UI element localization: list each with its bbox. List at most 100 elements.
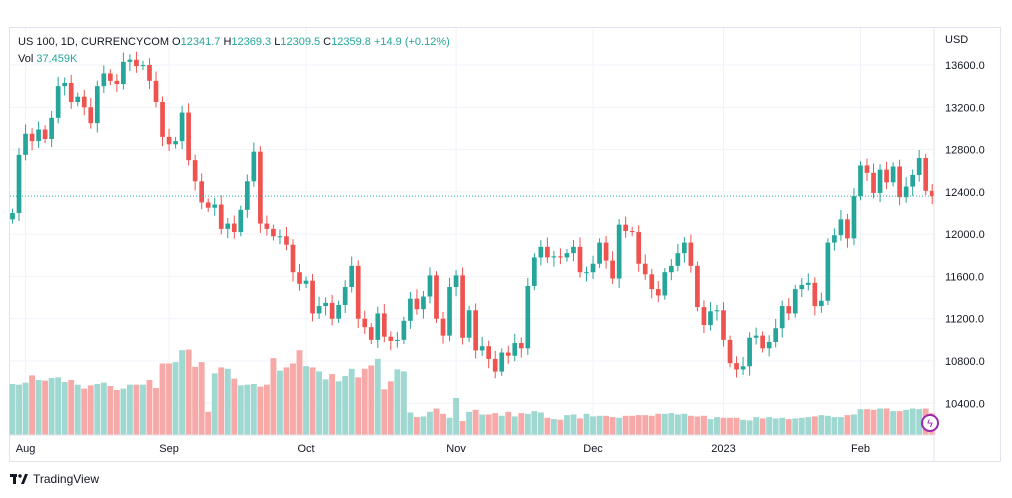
candle-body	[779, 306, 785, 329]
x-tick-label: Nov	[446, 443, 466, 455]
candle-body	[668, 265, 674, 273]
symbol-title[interactable]: US 100, 1D, CURRENCYCOM	[18, 36, 169, 48]
volume-bar	[779, 417, 786, 435]
volume-bar	[133, 384, 140, 435]
candle-body	[375, 313, 381, 340]
candle-body	[81, 96, 87, 108]
low-value: 12309.5	[280, 36, 321, 48]
brand-name: TradingView	[33, 472, 100, 486]
volume-bar	[707, 419, 714, 435]
volume-bar	[759, 418, 766, 435]
candle-body	[62, 82, 68, 87]
candle-body	[916, 158, 922, 175]
candle-body	[297, 272, 302, 284]
candle-body	[199, 181, 205, 203]
grid-lines	[10, 28, 934, 435]
candle-body	[682, 242, 687, 254]
volume-bar	[635, 415, 642, 435]
volume-bar	[883, 408, 890, 435]
candle-body	[323, 302, 328, 307]
candle-body	[284, 236, 289, 245]
candle-body	[55, 86, 61, 118]
volume-bar	[231, 378, 238, 435]
candle-body	[466, 310, 472, 338]
lightning-icon: ϟ	[927, 418, 933, 430]
volume-bar	[427, 411, 433, 435]
candle-body	[590, 263, 596, 273]
volume-bar	[94, 383, 101, 435]
volume-bar	[146, 380, 153, 435]
volume-bar	[564, 415, 570, 435]
candle-body	[212, 204, 218, 208]
candle-body	[166, 136, 172, 145]
candle-body	[88, 107, 94, 124]
ohlc-legend: US 100, 1D, CURRENCYCOM O12341.7 H12369.…	[18, 34, 450, 50]
candle-body	[49, 117, 54, 139]
candle-body	[205, 202, 211, 208]
candle-body	[101, 73, 107, 87]
volume-bar	[531, 411, 538, 435]
candle-body	[786, 306, 792, 314]
candle-body	[277, 236, 283, 238]
volume-bar	[864, 409, 870, 435]
volume-bar	[48, 378, 55, 435]
candle-body	[251, 151, 257, 182]
price-axis[interactable]: 13600.0 13200.0 12800.0 12400.0 12000.0 11600…	[933, 27, 985, 462]
candle-body	[649, 274, 655, 290]
candle-body	[675, 253, 681, 266]
candle-body	[760, 335, 765, 349]
candle-body	[36, 129, 41, 142]
volume-bar	[224, 368, 231, 435]
volume-bar	[772, 418, 779, 435]
candle-body	[610, 260, 615, 279]
volume-bar	[348, 368, 355, 435]
candle-body	[584, 272, 589, 274]
candle-body	[395, 339, 400, 341]
candle-body	[727, 339, 733, 364]
events-badge[interactable]: ϟ	[921, 414, 939, 432]
candle-body	[525, 285, 531, 349]
candle-body	[114, 80, 120, 85]
candle-body	[655, 289, 661, 296]
candle-body	[740, 366, 746, 370]
volume-bar	[557, 419, 564, 435]
candle-body	[871, 172, 876, 193]
volume-bar	[355, 377, 362, 435]
volume-bar	[577, 418, 583, 435]
candle-body	[486, 346, 492, 359]
volume-bar	[394, 369, 401, 435]
volume-bar	[440, 413, 446, 435]
time-axis[interactable]: Aug Sep Oct Nov Dec 2023 Feb	[9, 434, 934, 455]
volume-bar	[583, 413, 590, 435]
candle-body	[734, 363, 739, 370]
candle-body	[42, 129, 48, 139]
candle-body	[355, 265, 361, 319]
volume-bar	[381, 389, 388, 435]
volume-bar	[126, 384, 133, 435]
volume-bar	[107, 385, 114, 435]
tradingview-brand[interactable]: TradingView	[10, 472, 99, 486]
candle-body	[153, 80, 159, 102]
volume-bar	[857, 409, 864, 435]
candle-body	[362, 318, 368, 328]
x-tick-label: Oct	[297, 443, 314, 455]
volume-bar	[694, 416, 701, 435]
y-tick-label: 13600.0	[945, 60, 985, 72]
candle-body	[623, 224, 629, 231]
volume-bar	[518, 413, 525, 435]
volume-bar	[387, 381, 394, 435]
candle-body	[910, 174, 916, 187]
volume-bar	[9, 383, 16, 435]
candle-body	[805, 282, 811, 285]
volume-bar	[296, 350, 303, 435]
y-tick-label: 11600.0	[945, 271, 984, 283]
volume-bar	[81, 388, 88, 435]
volume-bar	[687, 415, 694, 435]
volume-bar	[544, 417, 551, 435]
volume-bar	[811, 416, 818, 435]
volume-bar	[851, 414, 857, 435]
candle-body	[401, 320, 407, 340]
volume-bar	[870, 409, 877, 435]
candle-body	[558, 256, 563, 258]
